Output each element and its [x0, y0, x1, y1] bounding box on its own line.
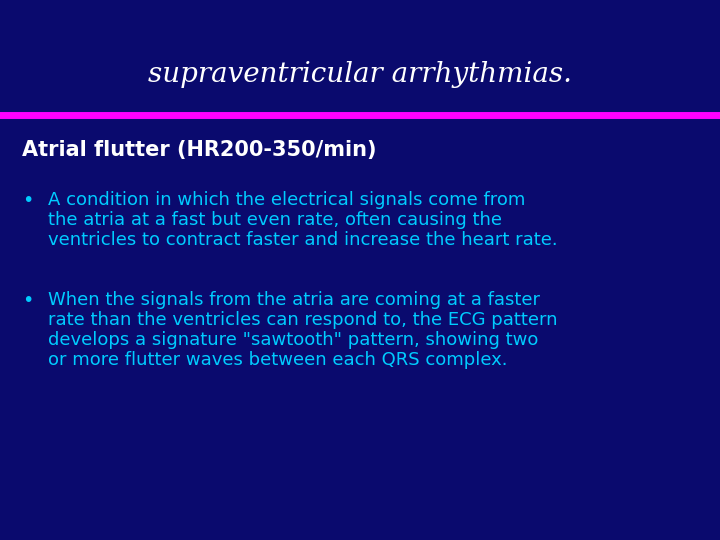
- Text: When the signals from the atria are coming at a faster: When the signals from the atria are comi…: [48, 291, 540, 309]
- Text: supraventricular arrhythmias.: supraventricular arrhythmias.: [148, 62, 572, 89]
- Text: A condition in which the electrical signals come from: A condition in which the electrical sign…: [48, 191, 526, 209]
- Text: or more flutter waves between each QRS complex.: or more flutter waves between each QRS c…: [48, 351, 508, 369]
- Text: •: •: [22, 191, 33, 210]
- Text: develops a signature "sawtooth" pattern, showing two: develops a signature "sawtooth" pattern,…: [48, 331, 539, 349]
- Text: •: •: [22, 291, 33, 309]
- Text: rate than the ventricles can respond to, the ECG pattern: rate than the ventricles can respond to,…: [48, 311, 557, 329]
- Text: Atrial flutter (HR200-350/min): Atrial flutter (HR200-350/min): [22, 140, 377, 160]
- Text: the atria at a fast but even rate, often causing the: the atria at a fast but even rate, often…: [48, 211, 502, 229]
- Text: ventricles to contract faster and increase the heart rate.: ventricles to contract faster and increa…: [48, 231, 557, 249]
